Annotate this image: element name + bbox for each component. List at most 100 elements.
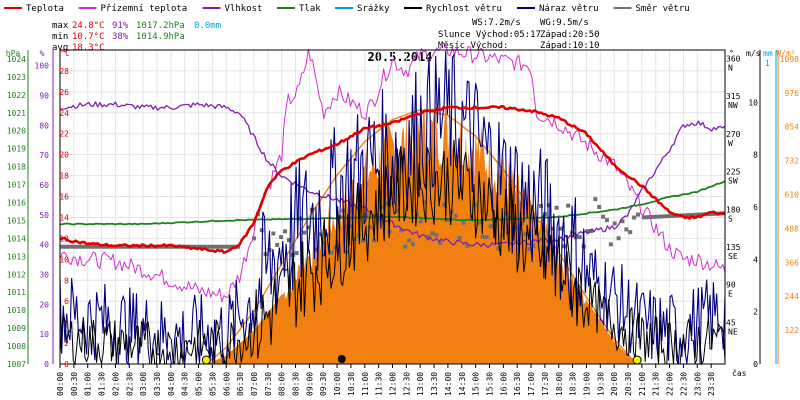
axis-dir-label: E [728,290,733,299]
axis-wm2-tick: 976 [785,89,800,98]
axis-x-tick: 23:30 [707,372,716,396]
axis-dir-tick: 315 [726,92,741,101]
axis-x-tick: 15:00 [472,372,481,396]
axis-x-tick: 08:30 [292,372,301,396]
axis-wm2-tick: 1098 [780,55,799,64]
axis-x-tick: 20:30 [624,372,633,396]
axis-x-tick: 09:00 [305,372,314,396]
axis-x-tick: 10:30 [347,372,356,396]
axis-degc-tick: 0 [64,360,69,369]
axis-x-tick: 08:00 [278,372,287,396]
wind-direction-point [484,235,489,240]
wind-direction-point [317,232,322,237]
axis-pct-unit: % [40,49,45,58]
axis-x-tick: 12:00 [389,372,398,396]
legend-label: Teplota [26,4,64,14]
axis-pct-tick: 60 [39,181,49,190]
axis-x-tick: 03:30 [153,372,162,396]
wind-direction-point [383,201,388,206]
legend-label: Rychlost větru [426,4,502,14]
wind-direction-point [333,245,338,250]
wind-direction-point [457,235,462,240]
stat-ws: WS:7.2m/s [472,18,521,28]
humidity-line [59,101,726,248]
legend: Teplota Přízemní teplota Vlhkost Tlak Srážky… [4,4,690,14]
axis-x-tick: 20:00 [610,372,619,396]
wind-direction-point [624,227,629,232]
axis-x-tick: 19:30 [596,372,605,396]
axis-dir-tick: 180 [726,205,741,214]
axis-dir-tick: 270 [726,130,741,139]
axis-mm-unit: mm [763,49,773,58]
axis-degc-tick: 18 [59,172,69,181]
axis-x-tick: 15:30 [485,372,494,396]
wind-direction-point [500,233,505,238]
wind-direction-point [488,224,493,229]
stat-moonrise: Měsíc Východ: [438,41,508,51]
axis-dir-label: S [728,214,733,223]
axis-x-tick: 04:30 [181,372,190,396]
axis-x-tick: 02:30 [125,372,134,396]
axis-degc-unit: °C [60,49,70,58]
stat-max-hum: 91% [112,21,129,31]
wind-direction-point [306,225,311,230]
legend-label: Vlhkost [225,4,263,14]
axis-dir-tick: 45 [726,318,736,327]
wind-direction-point [496,246,501,251]
wind-direction-point [294,251,299,256]
axis-hpa-tick: 1022 [7,91,26,100]
axis-degc-tick: 2 [64,339,69,348]
wind-direction-point [612,221,617,226]
axis-pct-tick: 90 [39,92,49,101]
wind-direction-point [379,204,384,209]
axis-hpa-tick: 1017 [7,181,26,190]
axis-wm2-tick: 610 [785,190,800,199]
axis-x-tick: 04:00 [167,372,176,396]
axis-pct-tick: 0 [44,360,49,369]
axis-x-tick: 14:30 [458,372,467,396]
axis-x-tick: 11:30 [375,372,384,396]
axis-dir-tick: 360 [726,55,741,64]
axis-x-tick: 16:00 [499,372,508,396]
stat-sunset: Západ:20:50 [540,30,600,40]
stat-min-temp: 10.7°C [72,32,105,42]
axis-hpa-tick: 1020 [7,127,26,136]
axis-x-tick: 21:00 [638,372,647,396]
axis-ms-tick: 10 [748,98,758,107]
axis-hpa-tick: 1023 [7,73,26,82]
axis-mm-tick: 1 [765,59,770,68]
surface-temperature-line [59,42,726,303]
sun-marker [632,355,642,365]
axis-hpa-tick: 1010 [7,306,26,315]
axis-degc-tick: 4 [64,318,69,327]
wind-direction-point [601,214,606,219]
pressure-line [59,180,726,226]
axis-degc-tick: 6 [64,297,69,306]
stat-moonset: Západ:10:10 [540,41,600,51]
axis-x-unit: čas [732,368,747,378]
axis-x-tick: 22:30 [679,372,688,396]
axis-wm2-tick: 732 [785,157,800,166]
wind-direction-point [411,242,416,247]
axis-hpa-tick: 1016 [7,199,26,208]
axis-hpa-unit: hPa [6,49,21,58]
wind-direction-point [461,220,466,225]
axis-x-tick: 16:30 [513,372,522,396]
axis-x-tick: 12:30 [402,372,411,396]
wind-direction-point [523,232,528,237]
axis-x-tick: 14:00 [444,372,453,396]
wind-direction-point [391,201,396,206]
axis-hpa-tick: 1014 [7,234,26,243]
wind-direction-point [345,249,350,254]
axis-pct-tick: 70 [39,151,49,160]
axis-hpa-tick: 1019 [7,145,26,154]
axis-x-tick: 00:30 [70,372,79,396]
wind-direction-point [329,250,334,255]
stat-max-press: 1017.2hPa [136,21,185,31]
axis-pct-tick: 50 [39,211,49,220]
legend-label: Srážky [357,4,390,14]
axis-ms-tick: 8 [753,151,758,160]
axis-wm2-unit: W/m² [776,49,795,58]
moon-marker [337,355,346,363]
wind-direction-point [407,238,412,243]
